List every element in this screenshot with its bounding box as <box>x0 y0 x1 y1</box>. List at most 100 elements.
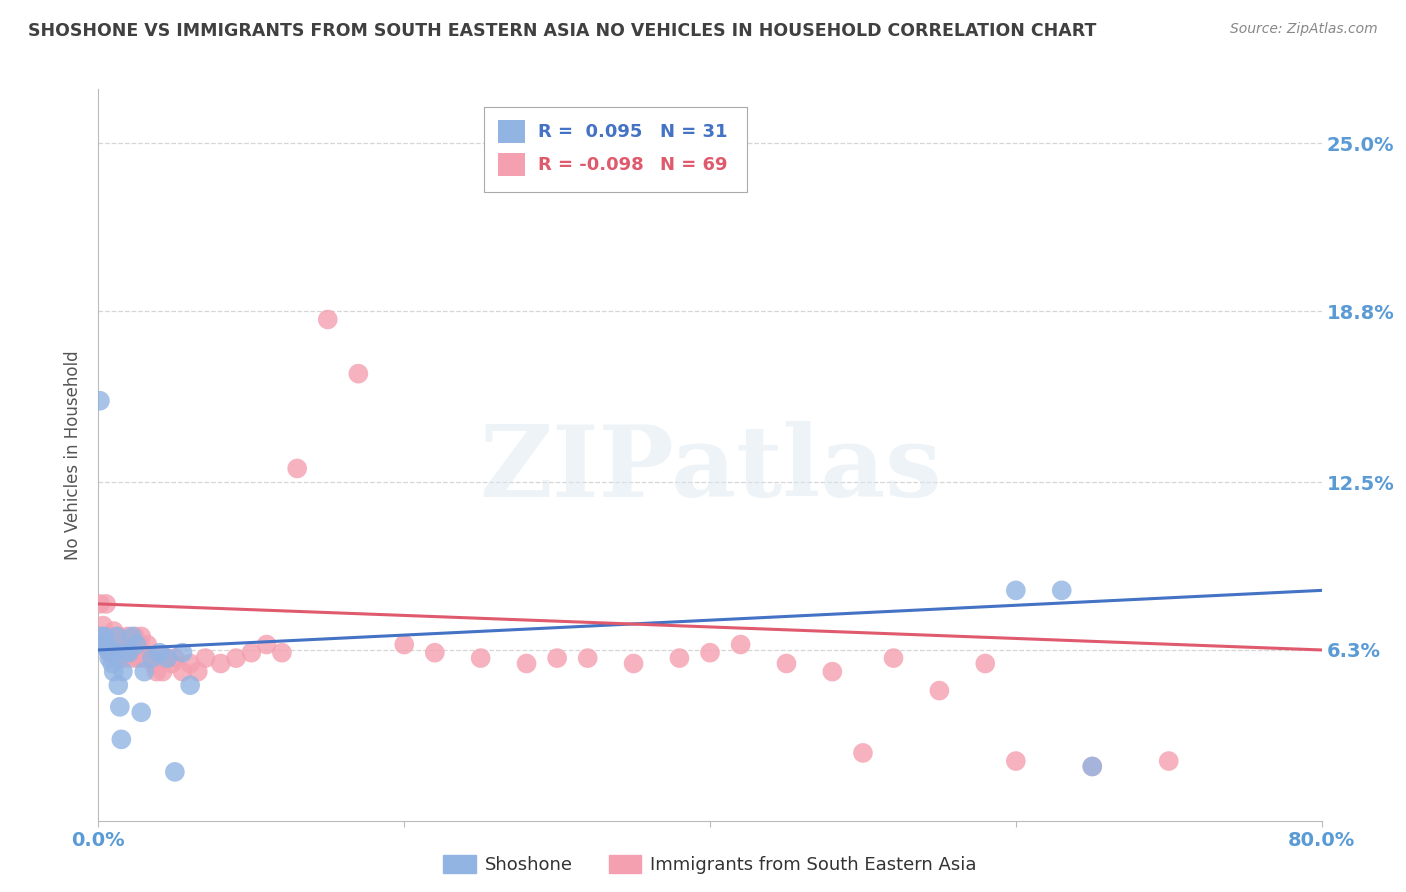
Text: SHOSHONE VS IMMIGRANTS FROM SOUTH EASTERN ASIA NO VEHICLES IN HOUSEHOLD CORRELAT: SHOSHONE VS IMMIGRANTS FROM SOUTH EASTER… <box>28 22 1097 40</box>
Point <box>97 643 120 657</box>
Point <box>110 638 132 652</box>
Point <box>546 651 568 665</box>
Point <box>104 646 127 660</box>
Legend: Shoshone, Immigrants from South Eastern Asia: Shoshone, Immigrants from South Eastern … <box>436 847 984 881</box>
Point <box>111 646 134 660</box>
Point <box>163 764 186 779</box>
Point <box>172 665 194 679</box>
Point <box>516 657 538 671</box>
Point <box>145 665 167 679</box>
Point <box>128 638 150 652</box>
Point <box>129 629 152 643</box>
Point <box>347 367 370 381</box>
Point <box>240 646 263 660</box>
Point <box>91 618 114 632</box>
Point <box>423 646 446 660</box>
Point <box>91 638 114 652</box>
Point <box>1050 583 1073 598</box>
Point <box>103 665 125 679</box>
Point <box>775 657 797 671</box>
Point <box>852 746 875 760</box>
Text: R =  0.095: R = 0.095 <box>537 122 643 141</box>
Point <box>134 651 156 665</box>
Point <box>120 646 142 660</box>
Point <box>101 646 124 660</box>
Point <box>122 638 145 652</box>
Point <box>121 629 143 643</box>
Text: R = -0.098: R = -0.098 <box>537 155 644 174</box>
Point <box>883 651 905 665</box>
Point <box>98 646 121 660</box>
Point <box>124 629 146 643</box>
Point <box>115 643 138 657</box>
Point <box>104 638 127 652</box>
Point <box>163 651 186 665</box>
Point <box>470 651 492 665</box>
Point <box>576 651 599 665</box>
Point <box>103 624 125 638</box>
Point <box>110 732 132 747</box>
Point <box>115 646 138 660</box>
Point <box>623 657 645 671</box>
Point <box>256 638 278 652</box>
Point <box>1004 754 1026 768</box>
Point <box>270 646 292 660</box>
Point <box>98 651 121 665</box>
Point <box>179 657 201 671</box>
Point <box>90 629 112 643</box>
Point <box>316 312 339 326</box>
Text: N = 31: N = 31 <box>659 122 727 141</box>
Point <box>125 646 148 660</box>
Text: ZIPatlas: ZIPatlas <box>479 421 941 518</box>
Point <box>392 638 416 652</box>
Point <box>101 657 124 671</box>
Point <box>93 638 115 652</box>
Point <box>89 597 111 611</box>
Bar <box>498 120 526 144</box>
Point <box>107 629 129 643</box>
Point <box>107 678 129 692</box>
Point <box>125 638 148 652</box>
Point <box>121 651 143 665</box>
Point <box>928 683 950 698</box>
Text: N = 69: N = 69 <box>659 155 727 174</box>
Point <box>100 646 122 660</box>
Point <box>149 646 172 660</box>
Point <box>117 629 139 643</box>
Point <box>139 651 162 665</box>
Point <box>1157 754 1180 768</box>
Point <box>730 638 752 652</box>
Point <box>136 638 159 652</box>
Point <box>156 651 179 665</box>
Point <box>105 629 128 643</box>
Point <box>94 638 117 652</box>
Point <box>118 646 141 660</box>
Point <box>974 657 997 671</box>
Point <box>90 629 112 643</box>
Point <box>156 651 179 665</box>
Point <box>1004 583 1026 598</box>
Point <box>1081 759 1104 773</box>
Point <box>699 646 721 660</box>
Point <box>108 699 131 714</box>
Y-axis label: No Vehicles in Household: No Vehicles in Household <box>65 350 83 560</box>
Point <box>668 651 690 665</box>
Point <box>105 646 128 660</box>
Bar <box>498 153 526 177</box>
Text: Source: ZipAtlas.com: Source: ZipAtlas.com <box>1230 22 1378 37</box>
Point <box>129 706 152 720</box>
Point <box>179 678 201 692</box>
Point <box>1081 759 1104 773</box>
Point <box>225 651 247 665</box>
Point <box>141 651 163 665</box>
Point <box>149 651 172 665</box>
Point <box>187 665 209 679</box>
Point <box>152 665 174 679</box>
Point <box>172 646 194 660</box>
Point <box>821 665 844 679</box>
Point <box>209 657 232 671</box>
Point <box>111 665 134 679</box>
Point <box>127 651 149 665</box>
Point <box>134 665 156 679</box>
Point <box>142 657 165 671</box>
